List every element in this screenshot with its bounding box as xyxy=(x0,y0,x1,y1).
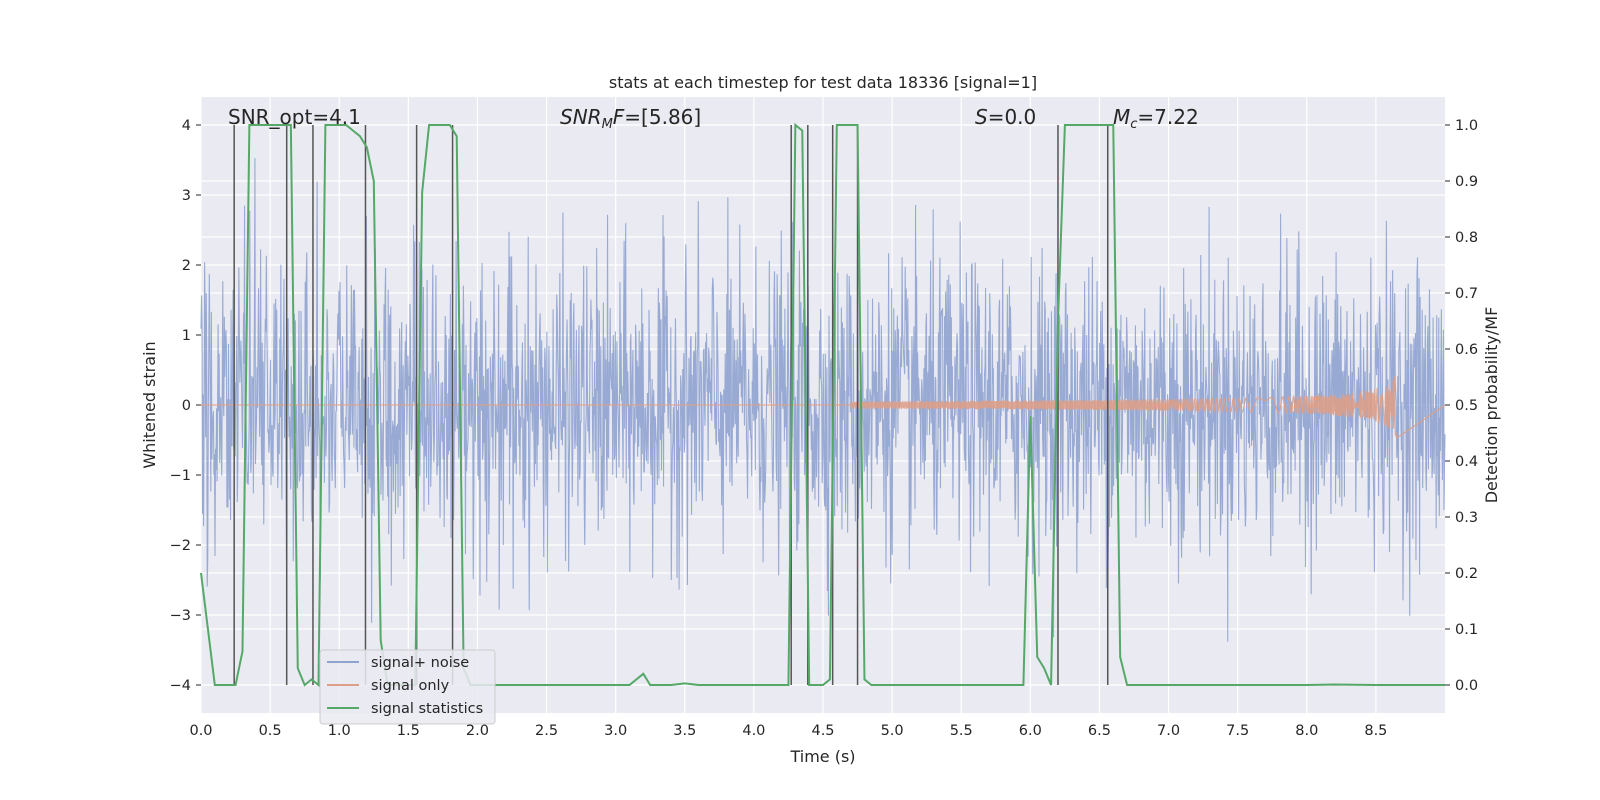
y2-axis-label: Detection probability/MF xyxy=(1482,307,1501,504)
x-tick-label: 3.5 xyxy=(673,723,696,739)
x-tick-label: 2.5 xyxy=(535,723,558,739)
y-tick-label: −4 xyxy=(170,678,191,694)
x-tick-label: 6.5 xyxy=(1088,723,1111,739)
chart-title: stats at each timestep for test data 183… xyxy=(609,73,1037,92)
y2-tick-label: 0.7 xyxy=(1455,286,1478,302)
x-tick-label: 1.5 xyxy=(397,723,420,739)
y-tick-label: 2 xyxy=(182,258,191,274)
y2-tick-label: 0.1 xyxy=(1455,622,1478,638)
series-signal-only xyxy=(201,376,1446,440)
annotation-snr-opt: SNR_opt=4.1 xyxy=(228,105,361,129)
legend-label-signal: signal only xyxy=(371,678,450,694)
y-tick-label: 0 xyxy=(182,398,191,414)
y-tick-label: −2 xyxy=(170,538,191,554)
y2-tick-label: 0.0 xyxy=(1455,678,1478,694)
annotation-snr-mf: SNRMF=[5.86] xyxy=(560,105,701,132)
x-tick-label: 6.0 xyxy=(1019,723,1042,739)
plot-area xyxy=(200,122,1446,688)
x-tick-label: 7.0 xyxy=(1157,723,1180,739)
x-tick-label: 1.0 xyxy=(328,723,351,739)
x-tick-label: 0.0 xyxy=(189,723,212,739)
y2-tick-label: 0.5 xyxy=(1455,398,1478,414)
legend-label-statistics: signal statistics xyxy=(371,701,483,717)
x-tick-label: 8.0 xyxy=(1295,723,1318,739)
y2-tick-label: 0.9 xyxy=(1455,174,1478,190)
annotation-mc: Mc=7.22 xyxy=(1113,105,1199,132)
y-tick-label: −1 xyxy=(170,468,191,484)
y2-tick-label: 0.8 xyxy=(1455,230,1478,246)
x-tick-label: 8.5 xyxy=(1364,723,1387,739)
y2-tick-label: 0.3 xyxy=(1455,510,1478,526)
x-tick-label: 3.0 xyxy=(604,723,627,739)
legend-box xyxy=(319,649,496,725)
y2-tick-label: 0.4 xyxy=(1455,454,1478,470)
x-tick-label: 0.5 xyxy=(259,723,282,739)
y-tick-label: 4 xyxy=(182,118,191,134)
y2-tick-label: 0.2 xyxy=(1455,566,1478,582)
x-tick-label: 7.5 xyxy=(1226,723,1249,739)
y2-tick-label: 1.0 xyxy=(1455,118,1478,134)
legend-label-noise: signal+ noise xyxy=(371,655,469,671)
x-tick-label: 2.0 xyxy=(466,723,489,739)
y-tick-label: 3 xyxy=(182,188,191,204)
y2-tick-label: 0.6 xyxy=(1455,342,1478,358)
y-tick-label: 1 xyxy=(182,328,191,344)
y-tick-label: −3 xyxy=(170,608,191,624)
y-axis-label: Whitened strain xyxy=(140,341,159,468)
x-tick-label: 5.0 xyxy=(881,723,904,739)
ticks: 0.0 0.5 1.0 1.5 2.0 2.5 3.0 3.5 4.0 4.5 5.0 5.5 6.0 6… xyxy=(170,118,1478,739)
x-tick-label: 4.0 xyxy=(742,723,765,739)
x-tick-label: 4.5 xyxy=(811,723,834,739)
x-axis-label: Time (s) xyxy=(789,747,855,766)
x-tick-label: 5.5 xyxy=(950,723,973,739)
series-signal-statistics xyxy=(200,122,1445,688)
legend: signal+ noise signal only signal statist… xyxy=(319,649,496,725)
annotation-s: S=0.0 xyxy=(975,105,1036,129)
